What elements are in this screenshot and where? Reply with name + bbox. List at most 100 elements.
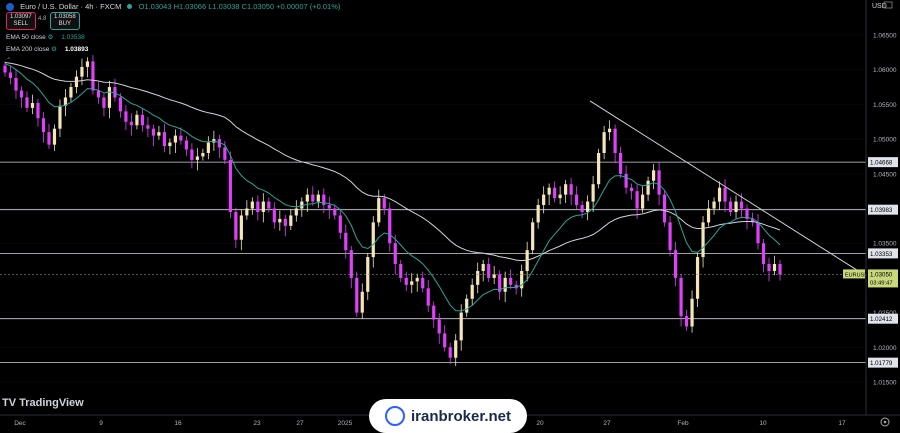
candle-body [514,284,518,289]
candle-body [360,291,364,313]
candle-body [712,201,716,209]
ema-200-line [4,62,781,262]
price-tick-label: 1.01500 [873,380,897,387]
candle-body [256,201,260,212]
time-tick-label: 23 [253,420,261,427]
candle-body [624,173,628,188]
candle-body [629,187,634,192]
price-tick-label: 1.06500 [873,33,897,40]
candle-body [597,152,601,185]
ema-200-label: EMA 200 close [6,46,50,53]
candle-body [701,222,705,258]
level-badge-label: 1.02412 [870,316,893,323]
level-badge [868,357,898,368]
candle-body [162,132,166,147]
candle-body [717,187,722,202]
candle-body [228,159,232,212]
time-tick-label: 2025 [338,420,353,427]
candle-body [723,187,727,202]
candle-body [19,90,24,98]
level-badge [868,157,898,168]
candle-body [184,140,188,150]
candle-body [322,194,326,206]
candle-body [107,87,112,108]
candle-body [454,340,458,358]
candle-body [437,319,441,334]
ema-50-value: 1.03538 [61,34,85,41]
watermark-badge: iranbroker.net [369,399,527,433]
sell-button[interactable]: 1.03097 SELL [6,12,36,30]
ema-50-legend[interactable]: EMA 50 close ⚙ 1.03538 [6,33,85,41]
level-badge [868,313,898,324]
candle-body [470,284,474,299]
countdown-label: 03:49:47 [870,280,893,286]
candle-body [223,147,227,160]
time-tick-label: 10 [759,420,767,427]
candle-body [245,208,249,216]
candle-body [69,87,73,98]
buy-price: 1.03058 [54,14,76,20]
collapse-legend-chevron-icon[interactable]: ⌃ [6,57,12,64]
candle-body [476,270,480,285]
buy-label: BUY [58,21,72,27]
candle-body [695,257,700,299]
ema-200-legend[interactable]: EMA 200 close ⚙ 1.03893 [6,45,88,53]
candle-body [25,97,29,108]
level-badge-label: 1.03983 [870,207,893,214]
candle-body [404,277,408,285]
candle-body [14,78,18,91]
candle-body [569,184,573,195]
candle-body [52,128,57,145]
candle-body [487,264,491,278]
support-resistance-levels [0,161,866,364]
candle-body [459,312,463,341]
candle-body [102,97,106,108]
market-open-dot-icon [127,4,133,9]
candle-body [536,205,540,223]
symbol-title[interactable]: Euro / U.S. Dollar · 4h · FXCM [20,2,122,11]
candle-body [58,105,62,129]
buy-button[interactable]: 1.03058 BUY [50,12,80,30]
ema-settings-icon[interactable]: ⚙ [47,34,54,41]
level-badge [868,248,898,259]
ema-settings-icon[interactable]: ⚙ [51,46,57,53]
candle-body [690,298,694,327]
candle-body [778,264,782,275]
candle-body [63,97,68,106]
candle-body [761,243,766,265]
candle-body [261,201,265,212]
candle-body [388,208,392,244]
candle-body [586,201,590,212]
tradingview-logo: TV TradingView [2,397,84,409]
candle-body [47,132,51,145]
candle-body [399,264,403,278]
candle-body [728,201,733,212]
candle-body [113,87,117,98]
candle-body [481,264,485,271]
candle-body [745,208,749,219]
candle-body [492,274,496,278]
candle-body [30,103,35,108]
sell-label: SELL [13,21,29,27]
candle-body [679,277,683,317]
candle-body [135,114,139,126]
current-price-label: 1.03050 [870,271,893,278]
candle-body [498,274,502,292]
time-tick-label: Dec [14,420,26,427]
candle-body [327,205,331,209]
time-tick-label: 27 [603,420,611,427]
candle-body [619,152,623,174]
fullscreen-icon[interactable] [883,1,893,9]
time-tick-label: 20 [536,420,544,427]
level-badge-label: 1.01779 [870,360,893,367]
tradingview-logo-text: TradingView [19,397,84,409]
candle-body [640,194,645,209]
candle-body [465,298,469,313]
candle-body [558,194,562,199]
candle-body [393,243,397,265]
price-tick-label: 1.03500 [873,241,897,248]
time-tick-label: 16 [174,420,182,427]
candle-body [443,333,447,348]
settings-gear-icon[interactable] [880,417,890,427]
